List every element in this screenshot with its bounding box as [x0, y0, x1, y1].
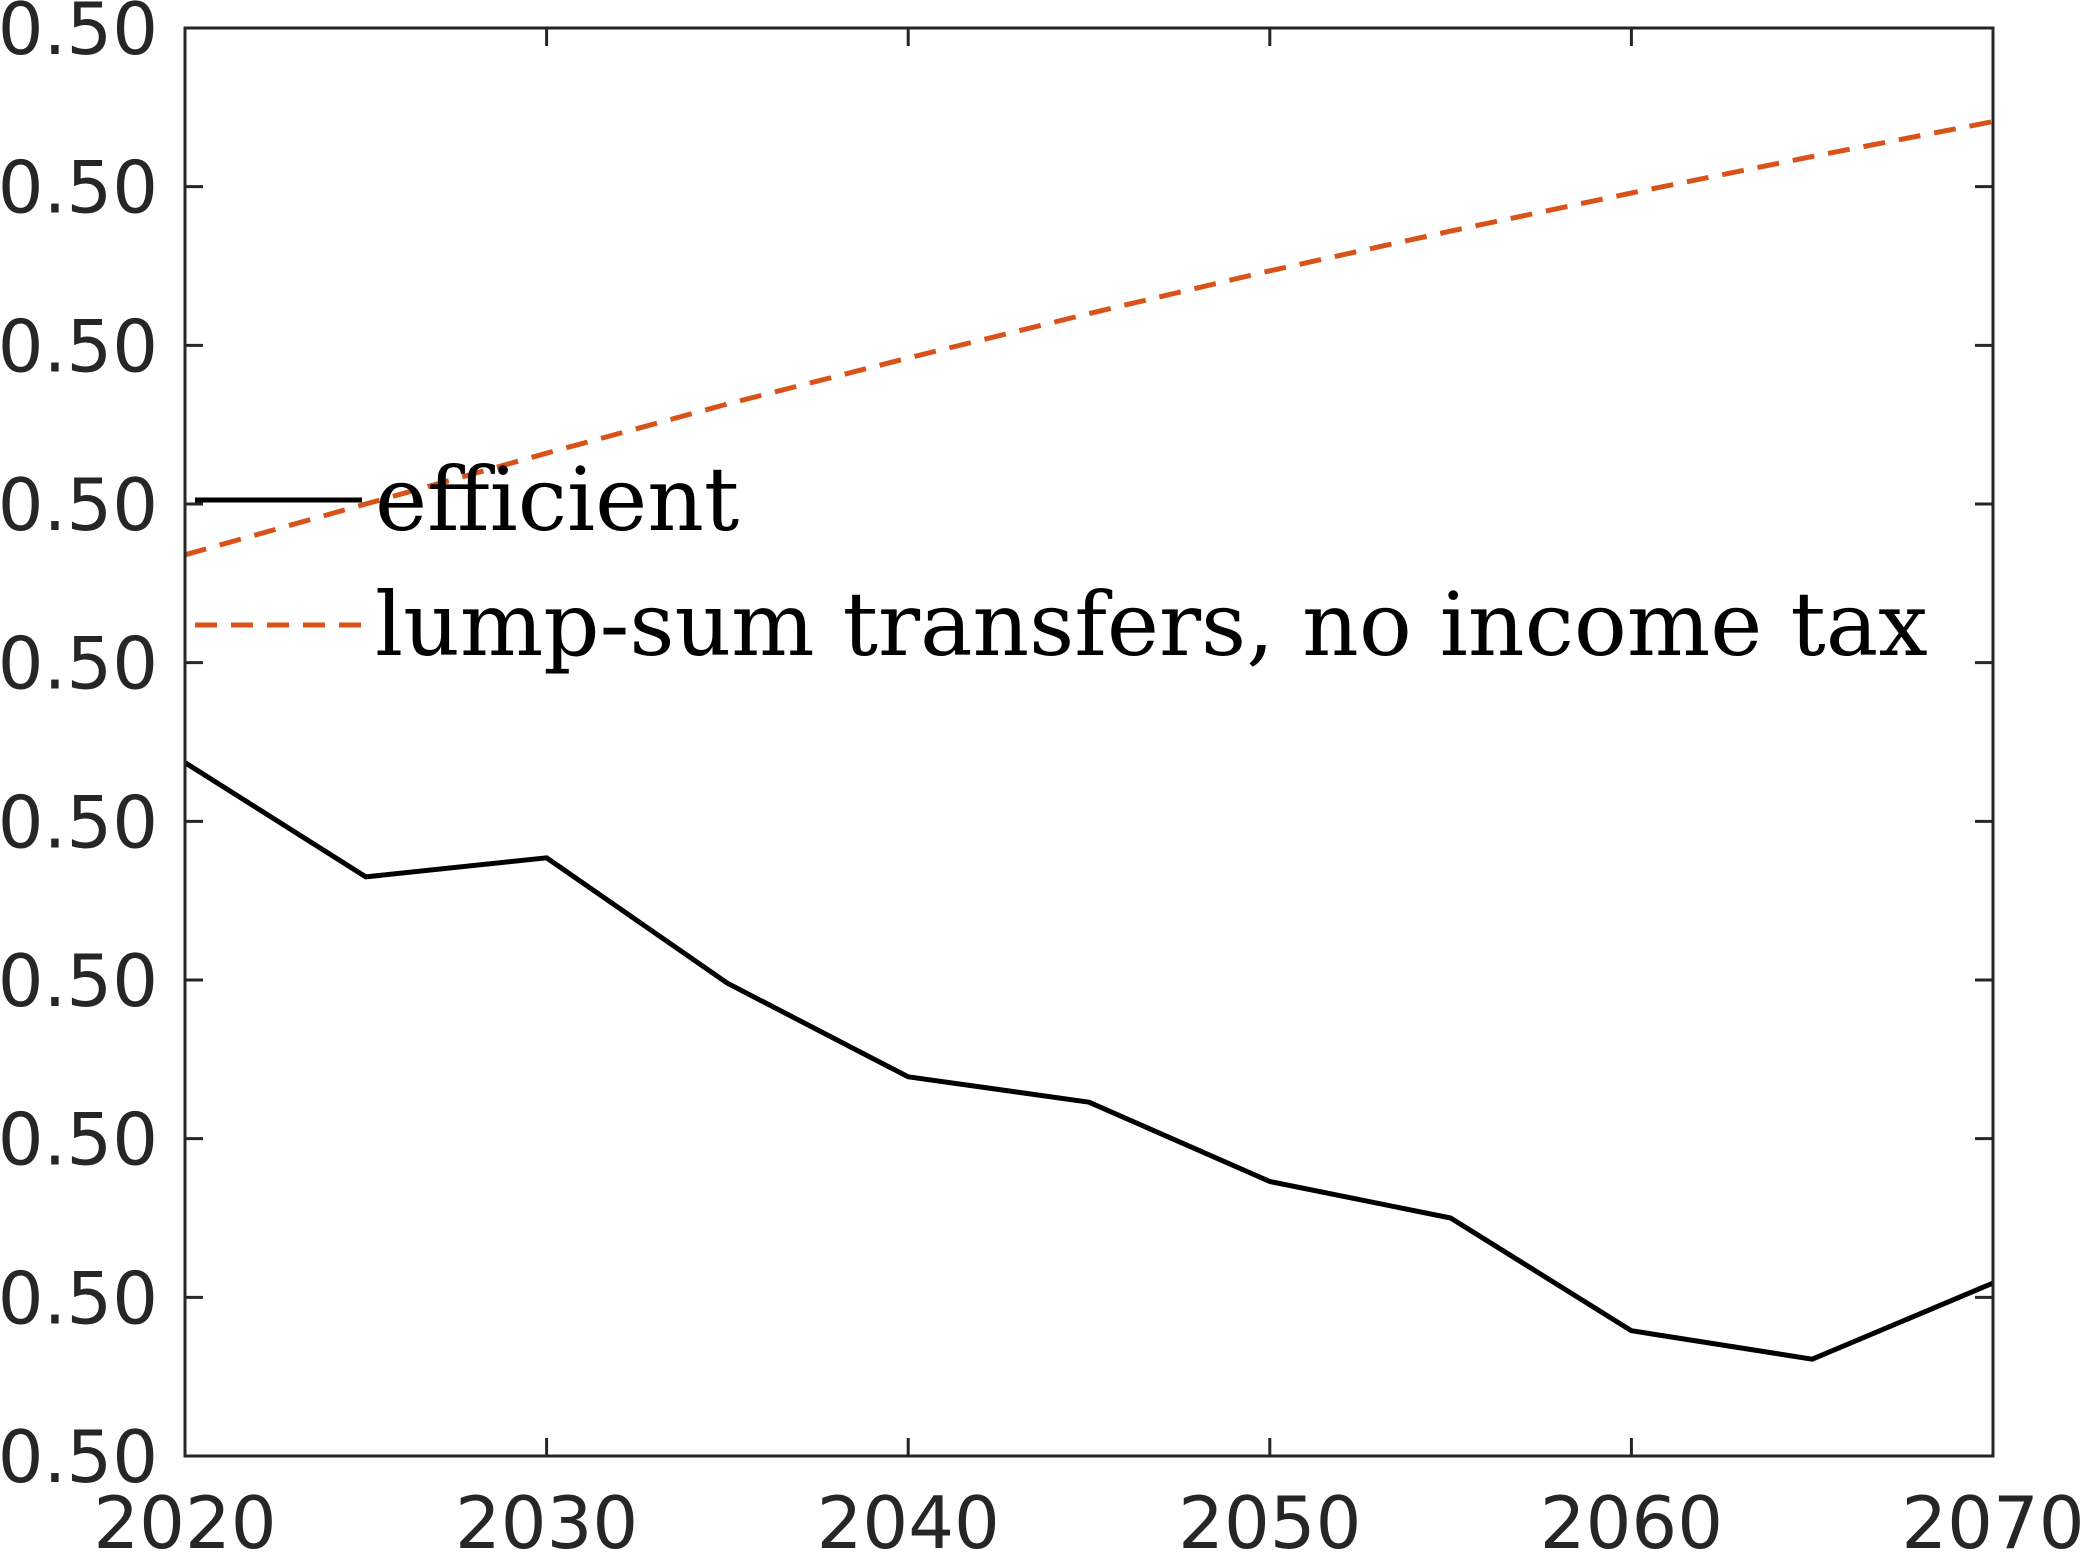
legend-label-1: lump-sum transfers, no income tax	[375, 573, 1928, 676]
plot-area	[185, 28, 1993, 1456]
series-line-0	[183, 760, 1994, 1362]
y-tick-label: 0.50	[0, 304, 158, 388]
x-tick-label: 2030	[455, 1481, 638, 1554]
x-tick-labels: 2020 2030 2040 2050 2060 2070	[93, 1481, 2082, 1554]
y-tick-label: 0.50	[0, 780, 158, 864]
y-tick-label: 0.50	[0, 1098, 158, 1182]
plot-frame	[183, 26, 1995, 1458]
series-group	[183, 119, 1994, 1362]
x-tick-label: 2050	[1178, 1481, 1361, 1554]
y-tick-label: 0.50	[0, 146, 158, 230]
y-tick-label: 0.50	[0, 622, 158, 706]
y-tick-label: 0.50	[0, 1256, 158, 1340]
legend: efficient lump-sum transfers, no income t…	[195, 448, 1928, 676]
y-tick-label: 0.50	[0, 0, 158, 71]
y-tick-label: 0.50	[0, 1415, 158, 1499]
series-line-1	[184, 119, 1994, 558]
legend-label-0: efficient	[375, 448, 739, 551]
x-tick-label: 2060	[1540, 1481, 1723, 1554]
x-tick-label: 2070	[1901, 1481, 2082, 1554]
y-tick-label: 0.50	[0, 463, 158, 547]
x-tick-label: 2020	[93, 1481, 276, 1554]
y-tick-labels: 0.50 0.50 0.50 0.50 0.50 0.50 0.50 0.50 0.50 0.50	[0, 0, 158, 1499]
x-tick-label: 2040	[817, 1481, 1000, 1554]
y-tick-label: 0.50	[0, 939, 158, 1023]
